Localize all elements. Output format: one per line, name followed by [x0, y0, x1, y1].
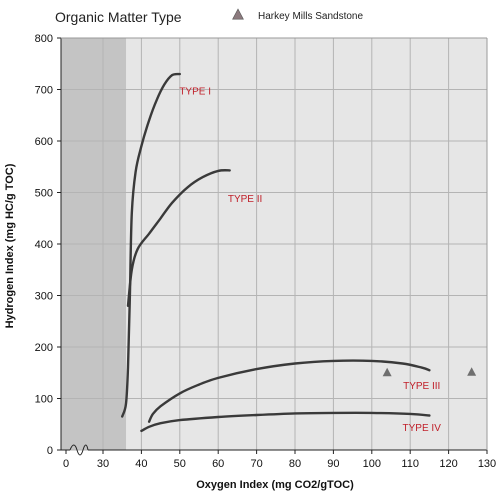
- x-tick-label: 130: [478, 458, 496, 470]
- series-line-type-i: [121, 72, 181, 418]
- series-line-type-iv: [140, 411, 431, 433]
- axis-break-icon: [69, 444, 89, 456]
- series-line-type-ii: [126, 169, 231, 307]
- x-tick-label: 90: [327, 458, 339, 470]
- legend-label-harkey-mills-sandstone: Harkey Mills Sandstone: [258, 11, 363, 22]
- y-tick-label: 500: [35, 188, 53, 200]
- y-tick-label: 600: [35, 136, 53, 148]
- y-tick-label: 800: [35, 33, 53, 45]
- harkey-mills-triangle-marker: [467, 367, 477, 376]
- series-label-type-iii: TYPE III: [403, 381, 440, 392]
- x-tick-label: 30: [97, 458, 109, 470]
- x-tick-label: 60: [212, 458, 224, 470]
- y-tick-label: 300: [35, 291, 53, 303]
- series-line-type-iii: [147, 359, 431, 423]
- y-tick-label: 200: [35, 342, 53, 354]
- x-tick-label: 120: [439, 458, 457, 470]
- x-tick-label: 70: [250, 458, 262, 470]
- chart-title: Organic Matter Type: [55, 9, 182, 25]
- y-tick-label: 0: [47, 445, 53, 457]
- x-tick-label: 40: [135, 458, 147, 470]
- x-tick-label: 80: [289, 458, 301, 470]
- y-tick-label: 700: [35, 85, 53, 97]
- x-tick-label: 50: [174, 458, 186, 470]
- x-axis-label: Oxygen Index (mg CO2/gTOC): [196, 479, 354, 491]
- x-tick-label: 100: [363, 458, 381, 470]
- x-tick-label: 110: [401, 458, 419, 470]
- series-label-type-iv: TYPE IV: [403, 423, 442, 434]
- y-axis-label: Hydrogen Index (mg HC/g TOC): [4, 163, 16, 328]
- x-tick-label: 0: [63, 458, 69, 470]
- legend-triangle-icon: [232, 8, 244, 20]
- series-label-type-i: TYPE I: [179, 87, 211, 98]
- series-label-type-ii: TYPE II: [228, 194, 262, 205]
- y-tick-label: 400: [35, 239, 53, 251]
- y-tick-label: 100: [35, 394, 53, 406]
- harkey-mills-triangle-marker: [382, 367, 392, 377]
